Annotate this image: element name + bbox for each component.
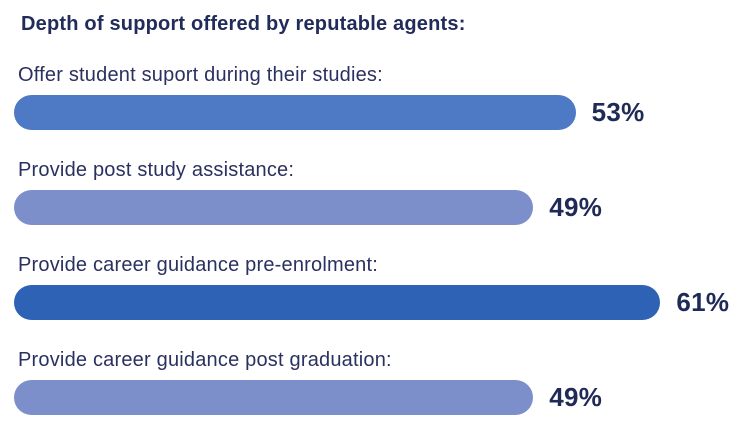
bar xyxy=(14,380,534,415)
bar-track: 61% xyxy=(14,285,729,320)
bar-track: 53% xyxy=(14,95,724,130)
bar-category-label: Offer student suport during their studie… xyxy=(18,64,383,86)
bar-row: Provide career guidance pre-enrolment: 6… xyxy=(14,253,729,320)
bar-value-label: 61% xyxy=(676,287,730,317)
bar-track: 49% xyxy=(14,190,724,225)
bar xyxy=(14,95,576,130)
bar-row: Provide career guidance post graduation:… xyxy=(14,348,724,415)
bar-value-label: 49% xyxy=(549,382,603,412)
bar-value-label: 53% xyxy=(591,97,645,127)
bar-value-label: 49% xyxy=(549,192,603,222)
bar-category-label: Provide post study assistance: xyxy=(18,159,295,181)
bar-row: Offer student suport during their studie… xyxy=(14,63,724,130)
chart-title: Depth of support offered by reputable ag… xyxy=(21,13,466,35)
bar xyxy=(14,190,534,225)
bar-row: Provide post study assistance: 49% xyxy=(14,158,724,225)
bar-category-label: Provide career guidance post graduation: xyxy=(18,349,392,371)
bar xyxy=(14,285,661,320)
bar-category-label: Provide career guidance pre-enrolment: xyxy=(18,254,379,276)
bar-track: 49% xyxy=(14,380,724,415)
